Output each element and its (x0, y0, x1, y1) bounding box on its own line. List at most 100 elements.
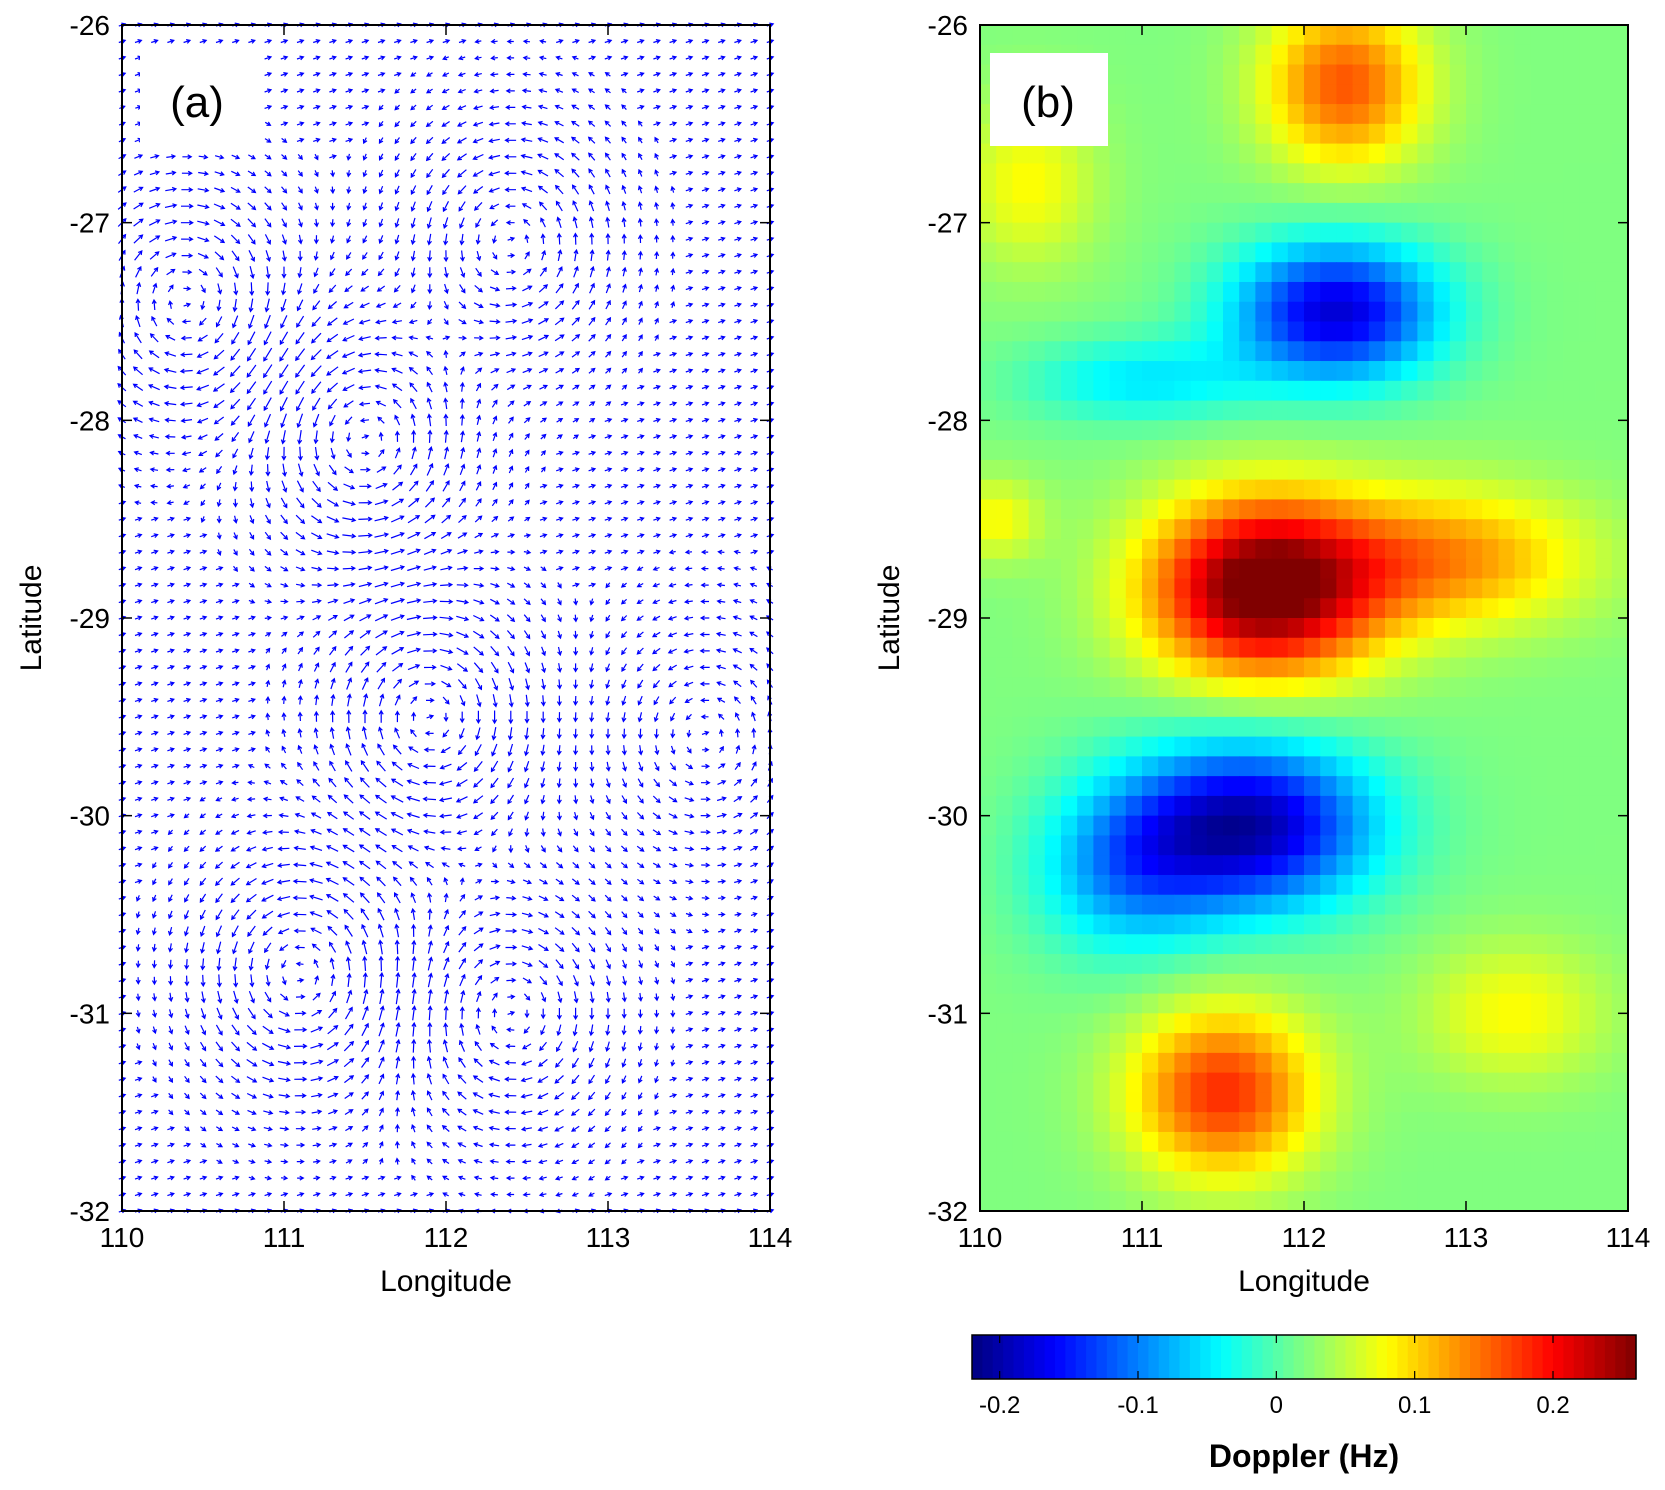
heatmap-cell (1110, 915, 1127, 935)
heatmap-cell (1126, 242, 1143, 262)
heatmap-cell (1207, 717, 1224, 737)
heatmap-cell (1077, 776, 1094, 796)
heatmap-cell (1304, 816, 1321, 836)
heatmap-cell (1547, 974, 1564, 994)
heatmap-cell (1223, 420, 1240, 440)
heatmap-cell (1385, 440, 1402, 460)
heatmap-cell (1482, 895, 1499, 915)
heatmap-cell (1207, 480, 1224, 500)
heatmap-cell (1579, 381, 1596, 401)
heatmap-cell (1515, 796, 1532, 816)
heatmap-cell (1563, 677, 1580, 697)
heatmap-cell (1353, 420, 1370, 440)
heatmap-cell (1191, 361, 1208, 381)
heatmap-cell (1239, 756, 1256, 776)
heatmap-cell (1223, 45, 1240, 65)
heatmap-cell (1417, 677, 1434, 697)
heatmap-cell (1320, 302, 1337, 322)
heatmap-cell (1596, 638, 1613, 658)
heatmap-cell (1385, 677, 1402, 697)
heatmap-cell (1369, 915, 1386, 935)
heatmap-cell (1110, 203, 1127, 223)
heatmap-cell (1191, 65, 1208, 85)
heatmap-cell (1110, 163, 1127, 183)
heatmap-cell (1093, 460, 1110, 480)
heatmap-cell (1272, 974, 1289, 994)
heatmap-cell (1369, 203, 1386, 223)
heatmap-cell (1061, 460, 1078, 480)
heatmap-cell (1515, 84, 1532, 104)
heatmap-cell (1450, 25, 1467, 45)
heatmap-cell (1434, 302, 1451, 322)
heatmap-cell (1029, 262, 1046, 282)
heatmap-cell (1223, 737, 1240, 757)
heatmap-cell (1142, 242, 1159, 262)
heatmap-cell (1174, 677, 1191, 697)
heatmap-cell (1191, 578, 1208, 598)
heatmap-cell (1255, 381, 1272, 401)
heatmap-cell (1482, 796, 1499, 816)
heatmap-cell (1255, 341, 1272, 361)
heatmap-cell (1401, 638, 1418, 658)
heatmap-cell (1255, 144, 1272, 164)
heatmap-cell (1239, 796, 1256, 816)
heatmap-cell (1401, 816, 1418, 836)
heatmap-cell (1466, 816, 1483, 836)
heatmap-cell (1207, 124, 1224, 144)
heatmap-cell (1061, 480, 1078, 500)
heatmap-cell (1434, 519, 1451, 539)
heatmap-cell (1158, 124, 1175, 144)
heatmap-cell (1304, 658, 1321, 678)
heatmap-cell (1417, 361, 1434, 381)
heatmap-cell (1012, 539, 1029, 559)
heatmap-cell (1255, 658, 1272, 678)
heatmap-cell (1207, 25, 1224, 45)
heatmap-cell (1158, 934, 1175, 954)
heatmap-cell (1012, 559, 1029, 579)
heatmap-cell (1466, 954, 1483, 974)
heatmap-cell (1563, 65, 1580, 85)
heatmap-cell (1563, 954, 1580, 974)
heatmap-cell (1012, 598, 1029, 618)
heatmap-cell (1336, 124, 1353, 144)
heatmap-cell (1612, 934, 1629, 954)
heatmap-cell (1531, 65, 1548, 85)
heatmap-cell (1563, 124, 1580, 144)
heatmap-cell (1515, 163, 1532, 183)
heatmap-cell (1563, 855, 1580, 875)
heatmap-cell (1579, 638, 1596, 658)
heatmap-cell (1012, 915, 1029, 935)
heatmap-cell (1158, 519, 1175, 539)
heatmap-cell (1498, 934, 1515, 954)
heatmap-cell (1579, 677, 1596, 697)
heatmap-cell (1207, 954, 1224, 974)
heatmap-cell (1158, 915, 1175, 935)
heatmap-cell (1434, 104, 1451, 124)
heatmap-cell (1174, 282, 1191, 302)
heatmap-cell (1061, 322, 1078, 342)
heatmap-cell (1482, 875, 1499, 895)
heatmap-cell (1142, 539, 1159, 559)
heatmap-cell (1045, 974, 1062, 994)
heatmap-cell (1353, 361, 1370, 381)
heatmap-cell (1158, 578, 1175, 598)
heatmap-cell (996, 223, 1013, 243)
heatmap-cell (1045, 242, 1062, 262)
heatmap-cell (1515, 578, 1532, 598)
heatmap-cell (1239, 223, 1256, 243)
heatmap-cell (980, 796, 997, 816)
heatmap-cell (1547, 341, 1564, 361)
heatmap-cell (1466, 223, 1483, 243)
panel-a-ytick-label: -27 (70, 208, 110, 239)
heatmap-cell (1223, 756, 1240, 776)
heatmap-cell (1061, 25, 1078, 45)
heatmap-cell (1158, 499, 1175, 519)
heatmap-cell (1223, 401, 1240, 421)
heatmap-cell (1547, 163, 1564, 183)
heatmap-cell (1515, 677, 1532, 697)
heatmap-cell (1596, 559, 1613, 579)
heatmap-cell (1515, 974, 1532, 994)
heatmap-cell (1353, 381, 1370, 401)
heatmap-cell (1369, 539, 1386, 559)
heatmap-cell (1174, 45, 1191, 65)
